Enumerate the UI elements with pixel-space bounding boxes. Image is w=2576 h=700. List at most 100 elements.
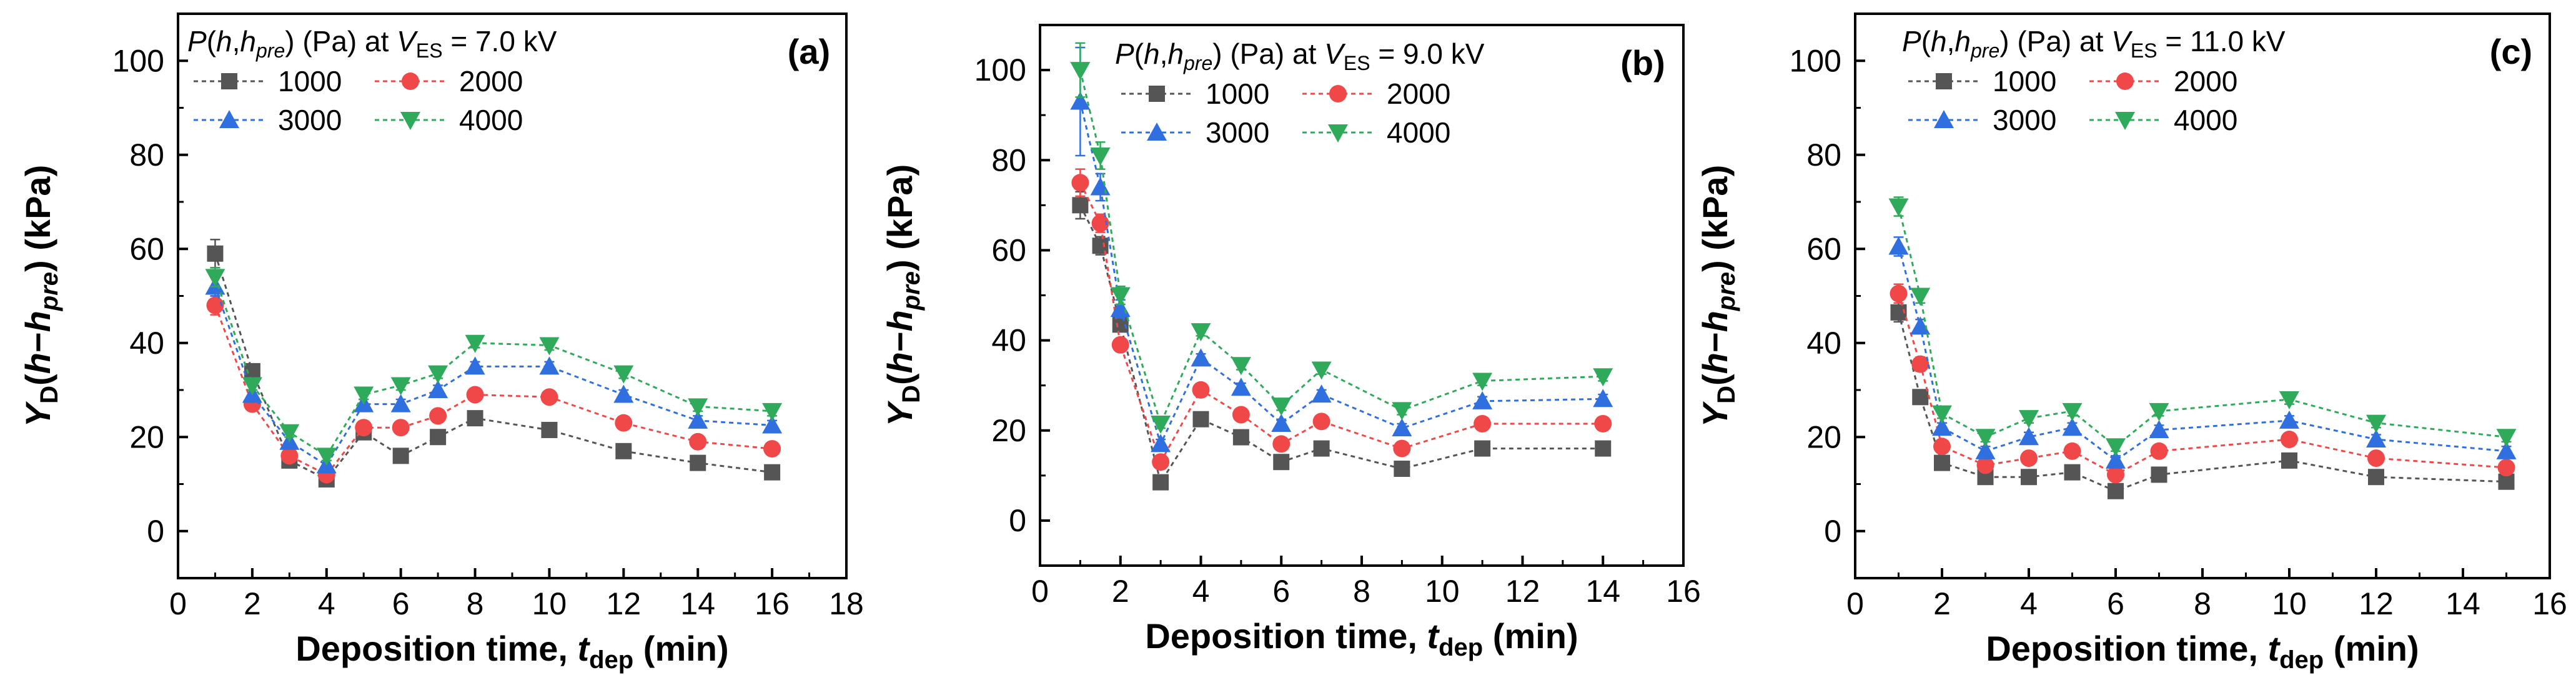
data-point-4000	[1932, 405, 1952, 424]
data-point-4000	[279, 424, 300, 442]
data-point-2000	[689, 432, 707, 451]
data-point-3000	[1151, 434, 1171, 452]
y-tick-label: 40	[1806, 326, 1841, 361]
data-point-4000	[2106, 438, 2126, 457]
data-point-2000	[1393, 439, 1411, 458]
data-point-1000	[1934, 454, 1950, 471]
data-point-1000	[1152, 474, 1169, 491]
data-point-1000	[2108, 482, 2124, 499]
data-point-2000	[2150, 442, 2168, 460]
plot-frame-c	[1854, 12, 2551, 579]
data-point-2000	[1091, 214, 1109, 232]
data-point-4000	[1593, 368, 1613, 387]
panel-c: 0 2 4 6 8 10 12 14 16 0 20 40 60 80 100 (c) P(h,hpre) (P…	[1695, 12, 2567, 674]
data-point-4000	[1472, 372, 1493, 391]
data-point-2000	[1152, 453, 1170, 471]
plot-frame-b	[1039, 24, 1685, 567]
legend-entry-2000: 2000	[1302, 78, 1450, 110]
data-point-4000	[1090, 148, 1111, 166]
data-point-4000	[390, 377, 411, 396]
y-tick-label: 20	[991, 413, 1026, 448]
series-1000-b	[1072, 191, 1612, 491]
series-line-3000	[1079, 101, 1603, 447]
x-tick-label: 8	[1353, 574, 1370, 609]
x-axis-title: Deposition time, tdep (min)	[295, 629, 728, 674]
y-axis-title: YD(h−hpre) (kPa)	[1695, 165, 1740, 427]
data-point-4000	[613, 365, 634, 384]
data-point-2000	[1312, 412, 1330, 431]
data-point-3000	[2106, 450, 2126, 469]
data-point-3000	[1392, 418, 1412, 437]
data-point-3000	[613, 384, 634, 403]
data-point-2000	[1890, 284, 1908, 302]
legend-title: P(h,hpre) (Pa) at VES = 7.0 kV	[187, 25, 557, 62]
data-point-4000	[1888, 198, 1909, 217]
data-point-2000	[615, 414, 633, 432]
legend-title: P(h,hpre) (Pa) at VES = 9.0 kV	[1115, 38, 1485, 74]
legend-label: 3000	[1993, 104, 2056, 136]
data-point-3000	[1932, 418, 1952, 436]
x-tick-label: 6	[1272, 574, 1290, 609]
data-point-4000	[428, 365, 448, 384]
x-tick-label: 16	[2532, 586, 2567, 621]
data-point-1000	[1394, 461, 1410, 478]
panel-label-b: (b)	[1620, 43, 1665, 82]
series-4000-c	[1888, 196, 2517, 457]
data-point-1000	[430, 429, 447, 446]
data-point-4000	[1271, 398, 1292, 416]
legend-label: 2000	[459, 65, 523, 98]
data-point-4000	[205, 269, 225, 288]
y-tick-label: 80	[1806, 138, 1841, 172]
y-tick-label: 20	[129, 419, 164, 454]
data-point-3000	[1888, 236, 1909, 255]
legend-title: P(h,hpre) (Pa) at VES = 11.0 kV	[1902, 25, 2286, 62]
data-point-1000	[207, 245, 224, 262]
data-point-4000	[1910, 288, 1931, 306]
legend-entry-4000: 4000	[1302, 116, 1450, 149]
data-point-3000	[2062, 418, 2083, 436]
data-point-1000	[2281, 452, 2297, 469]
series-4000-a	[205, 267, 783, 466]
x-tick-label: 14	[680, 586, 715, 621]
series-1000-c	[1890, 302, 2515, 499]
panel-a: 0 2 4 6 8 10 12 14 16 18 0 20 40 60 80 100 (a) P(h,hpre) …	[18, 12, 864, 674]
x-tick-label: 10	[2272, 586, 2307, 621]
series-4000-b	[1070, 42, 1613, 434]
data-point-1000	[1072, 197, 1089, 214]
data-point-2000	[206, 296, 224, 314]
x-tick-label: 10	[532, 586, 567, 621]
data-point-3000	[1472, 391, 1493, 409]
data-point-1000	[1112, 316, 1129, 333]
panel-label-a: (a)	[788, 32, 830, 71]
data-point-2000	[466, 386, 484, 404]
data-point-4000	[539, 337, 560, 356]
legend-label: 4000	[1387, 116, 1450, 149]
legend-entry-1000: 1000	[1121, 78, 1269, 110]
data-point-4000	[1070, 62, 1091, 81]
data-point-3000	[1910, 316, 1931, 335]
series-2000-c	[1890, 283, 2515, 484]
legend-entry-3000: 3000	[1121, 116, 1269, 149]
legend-label: 4000	[459, 104, 523, 136]
data-point-4000	[2062, 402, 2083, 421]
x-axis-title: Deposition time, tdep (min)	[1986, 629, 2419, 674]
x-tick-label: 8	[2194, 586, 2211, 621]
data-point-3000	[1311, 384, 1332, 403]
x-tick-label: 12	[2359, 586, 2394, 621]
y-tick-label: 0	[147, 514, 164, 549]
data-point-3000	[390, 394, 411, 412]
legend-entry-2000: 2000	[2089, 65, 2237, 98]
legend-b: P(h,hpre) (Pa) at VES = 9.0 kV 1000 2000 30…	[1115, 38, 1485, 149]
data-point-1000	[1474, 440, 1491, 457]
legend-entry-2000: 2000	[375, 65, 523, 98]
data-point-1000	[467, 410, 483, 427]
y-tick-label: 100	[1790, 43, 1841, 78]
x-tick-label: 16	[1666, 574, 1701, 609]
data-point-4000	[2019, 410, 2039, 429]
x-tick-label: 2	[1933, 586, 1951, 621]
data-point-1000	[1912, 389, 1929, 406]
data-point-3000	[762, 415, 783, 434]
series-line-1000	[214, 253, 773, 481]
legend-label: 1000	[1993, 65, 2056, 98]
